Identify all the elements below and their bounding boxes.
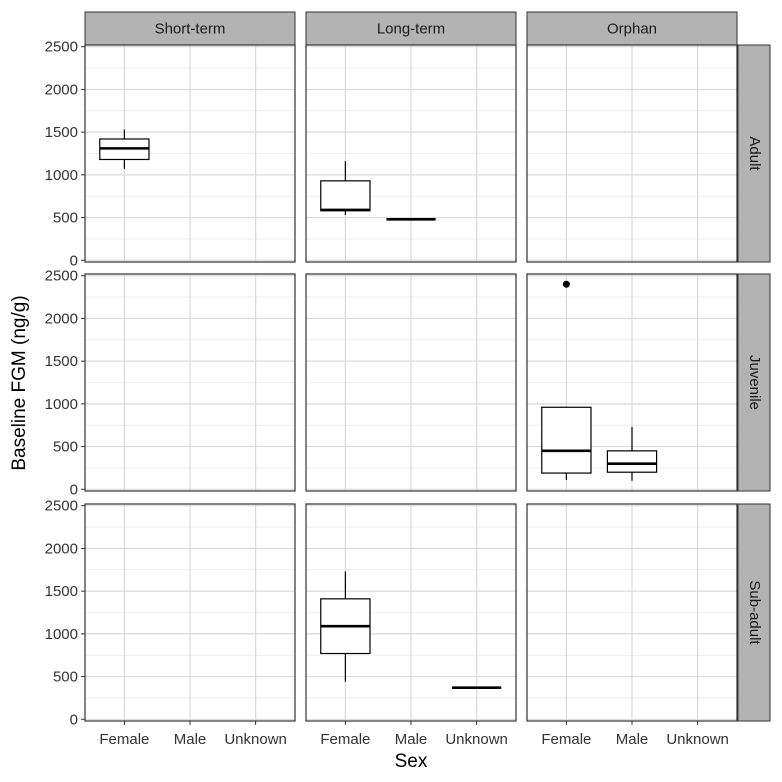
y-tick-label: 1500 [45, 353, 78, 370]
strip-background [737, 503, 771, 722]
y-tick-label: 1000 [45, 626, 78, 643]
y-tick-label: 2500 [45, 268, 78, 285]
strip-label: Sub-adult [746, 580, 763, 645]
y-tick-label: 1000 [45, 167, 78, 184]
strip-background [737, 44, 771, 263]
x-tick-label: Unknown [666, 731, 729, 748]
panel-border [526, 44, 738, 263]
y-tick-label: 2000 [45, 81, 78, 98]
strip-background [305, 11, 517, 46]
y-tick-label: 0 [70, 711, 78, 728]
y-tick-label: 500 [53, 210, 78, 227]
x-tick-label: Unknown [224, 731, 287, 748]
x-tick-label: Unknown [445, 731, 508, 748]
y-tick-label: 500 [53, 439, 78, 456]
y-tick-label: 0 [70, 481, 78, 498]
panel-border [305, 273, 517, 492]
x-axis-title: Sex [395, 751, 428, 772]
box [606, 450, 658, 473]
box [320, 180, 371, 212]
y-tick-label: 2000 [45, 310, 78, 327]
strip-background [84, 11, 296, 46]
x-tick-label: Female [99, 731, 149, 748]
y-tick-label: 0 [70, 252, 78, 269]
strip-label: Adult [746, 136, 763, 171]
outlier [562, 280, 570, 288]
x-tick-label: Male [616, 731, 649, 748]
y-tick-label: 1000 [45, 396, 78, 413]
x-tick-label: Male [395, 731, 428, 748]
panel-border [305, 44, 517, 263]
panel-border [526, 273, 738, 492]
x-tick-label: Male [174, 731, 207, 748]
strip-label: Juvenile [746, 355, 763, 410]
y-axis-title: Baseline FGM (ng/g) [9, 295, 30, 470]
y-tick-label: 500 [53, 669, 78, 686]
x-tick-label: Female [320, 731, 370, 748]
x-tick-label: Female [541, 731, 591, 748]
strip-label: Short-term [155, 20, 226, 37]
strip-background [737, 273, 771, 492]
strip-label: Orphan [607, 20, 657, 37]
y-tick-label: 2500 [45, 498, 78, 515]
box [541, 406, 592, 474]
y-tick-label: 1500 [45, 124, 78, 141]
strip-label: Long-term [377, 20, 445, 37]
panel-border [84, 44, 296, 263]
y-tick-label: 2500 [45, 39, 78, 56]
y-tick-label: 1500 [45, 583, 78, 600]
y-tick-label: 2000 [45, 540, 78, 557]
strip-background [526, 11, 738, 46]
panel-border [84, 273, 296, 492]
